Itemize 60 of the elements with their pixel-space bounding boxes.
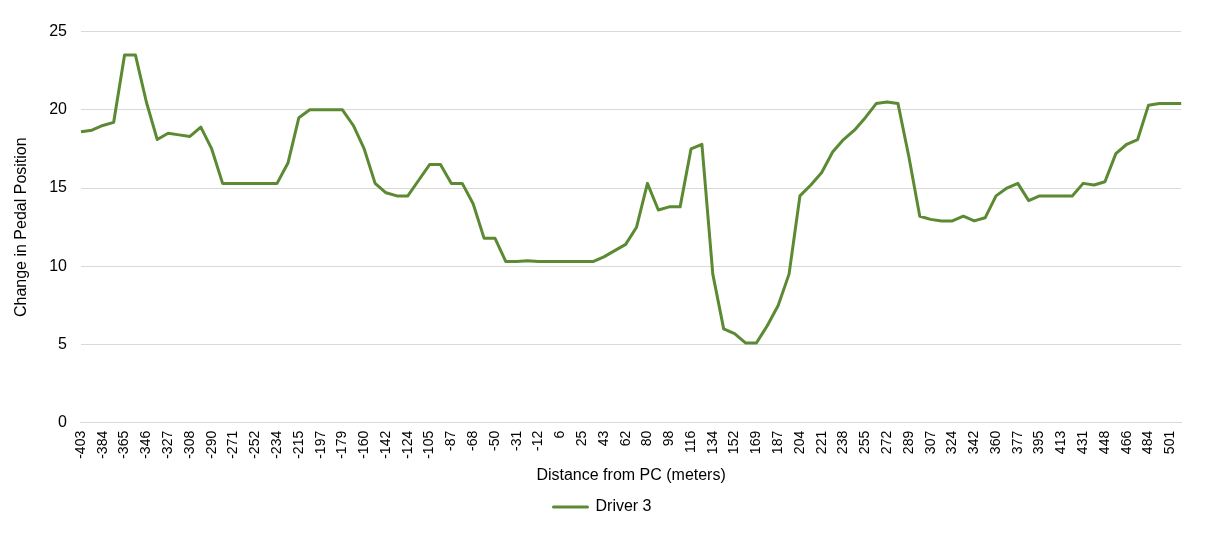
legend-label: Driver 3 xyxy=(595,497,652,515)
x-tick-label: 221 xyxy=(812,430,829,455)
x-tick-label: 413 xyxy=(1052,430,1069,455)
x-tick-label: 204 xyxy=(790,430,807,455)
x-tick-label: 25 xyxy=(572,430,589,447)
x-tick-label: -12 xyxy=(529,430,546,452)
x-tick-label: 43 xyxy=(594,430,611,447)
y-tick-label: 10 xyxy=(49,256,68,274)
y-tick-label: 15 xyxy=(49,178,68,196)
x-tick-label: -124 xyxy=(398,430,415,459)
x-tick-label: 272 xyxy=(877,430,894,455)
x-tick-label: 134 xyxy=(703,430,720,455)
x-tick-label: 238 xyxy=(834,430,851,455)
x-axis-title: Distance from PC (meters) xyxy=(536,465,726,483)
x-tick-label: 395 xyxy=(1030,430,1047,455)
x-tick-label: -215 xyxy=(289,430,306,459)
x-tick-label: -50 xyxy=(485,430,502,452)
x-tick-label: 152 xyxy=(725,430,742,455)
x-tick-label: 255 xyxy=(856,430,873,455)
x-tick-label: 187 xyxy=(769,430,786,455)
x-tick-label: -252 xyxy=(246,430,263,459)
x-tick-label: 116 xyxy=(681,430,698,454)
x-tick-label: 431 xyxy=(1074,430,1091,455)
x-tick-label: -179 xyxy=(333,430,350,459)
x-tick-label: 169 xyxy=(747,430,764,455)
x-tick-label: -31 xyxy=(507,430,524,452)
x-tick-label: -327 xyxy=(159,430,175,459)
x-tick-label: -234 xyxy=(267,430,284,459)
x-tick-label: -197 xyxy=(311,430,328,459)
x-tick-label: 342 xyxy=(965,430,982,455)
x-tick-label: 289 xyxy=(899,430,916,455)
x-tick-label: 324 xyxy=(943,430,960,455)
x-tick-label: -160 xyxy=(355,430,372,459)
y-tick-label: 0 xyxy=(58,413,68,431)
x-tick-label: -346 xyxy=(137,430,154,459)
x-tick-label: 484 xyxy=(1139,430,1156,455)
x-tick-label: -290 xyxy=(202,430,219,459)
x-tick-label: 360 xyxy=(986,430,1003,455)
x-tick-label: -87 xyxy=(442,430,459,452)
x-tick-label: 6 xyxy=(551,430,568,439)
y-tick-label: 20 xyxy=(49,100,68,118)
y-tick-label: 25 xyxy=(49,22,68,40)
x-tick-label: -308 xyxy=(180,430,197,459)
x-tick-label: -142 xyxy=(376,430,393,459)
x-tick-label: -365 xyxy=(115,430,132,459)
x-tick-label: -271 xyxy=(224,430,241,459)
x-tick-label: 307 xyxy=(921,430,938,455)
x-tick-label: 62 xyxy=(616,430,633,447)
x-tick-label: 377 xyxy=(1008,430,1025,455)
y-axis-title: Change in Pedal Position xyxy=(12,137,30,318)
x-tick-label: -68 xyxy=(464,430,481,452)
x-tick-label: 501 xyxy=(1161,430,1178,455)
x-tick-label: -384 xyxy=(93,430,110,459)
x-tick-label: 98 xyxy=(660,430,677,447)
x-tick-label: -403 xyxy=(71,430,88,459)
x-tick-label: 448 xyxy=(1095,430,1112,455)
y-tick-label: 5 xyxy=(58,334,68,352)
x-tick-label: -105 xyxy=(420,430,437,459)
x-tick-label: 466 xyxy=(1117,430,1134,455)
x-tick-label: 80 xyxy=(638,430,655,447)
